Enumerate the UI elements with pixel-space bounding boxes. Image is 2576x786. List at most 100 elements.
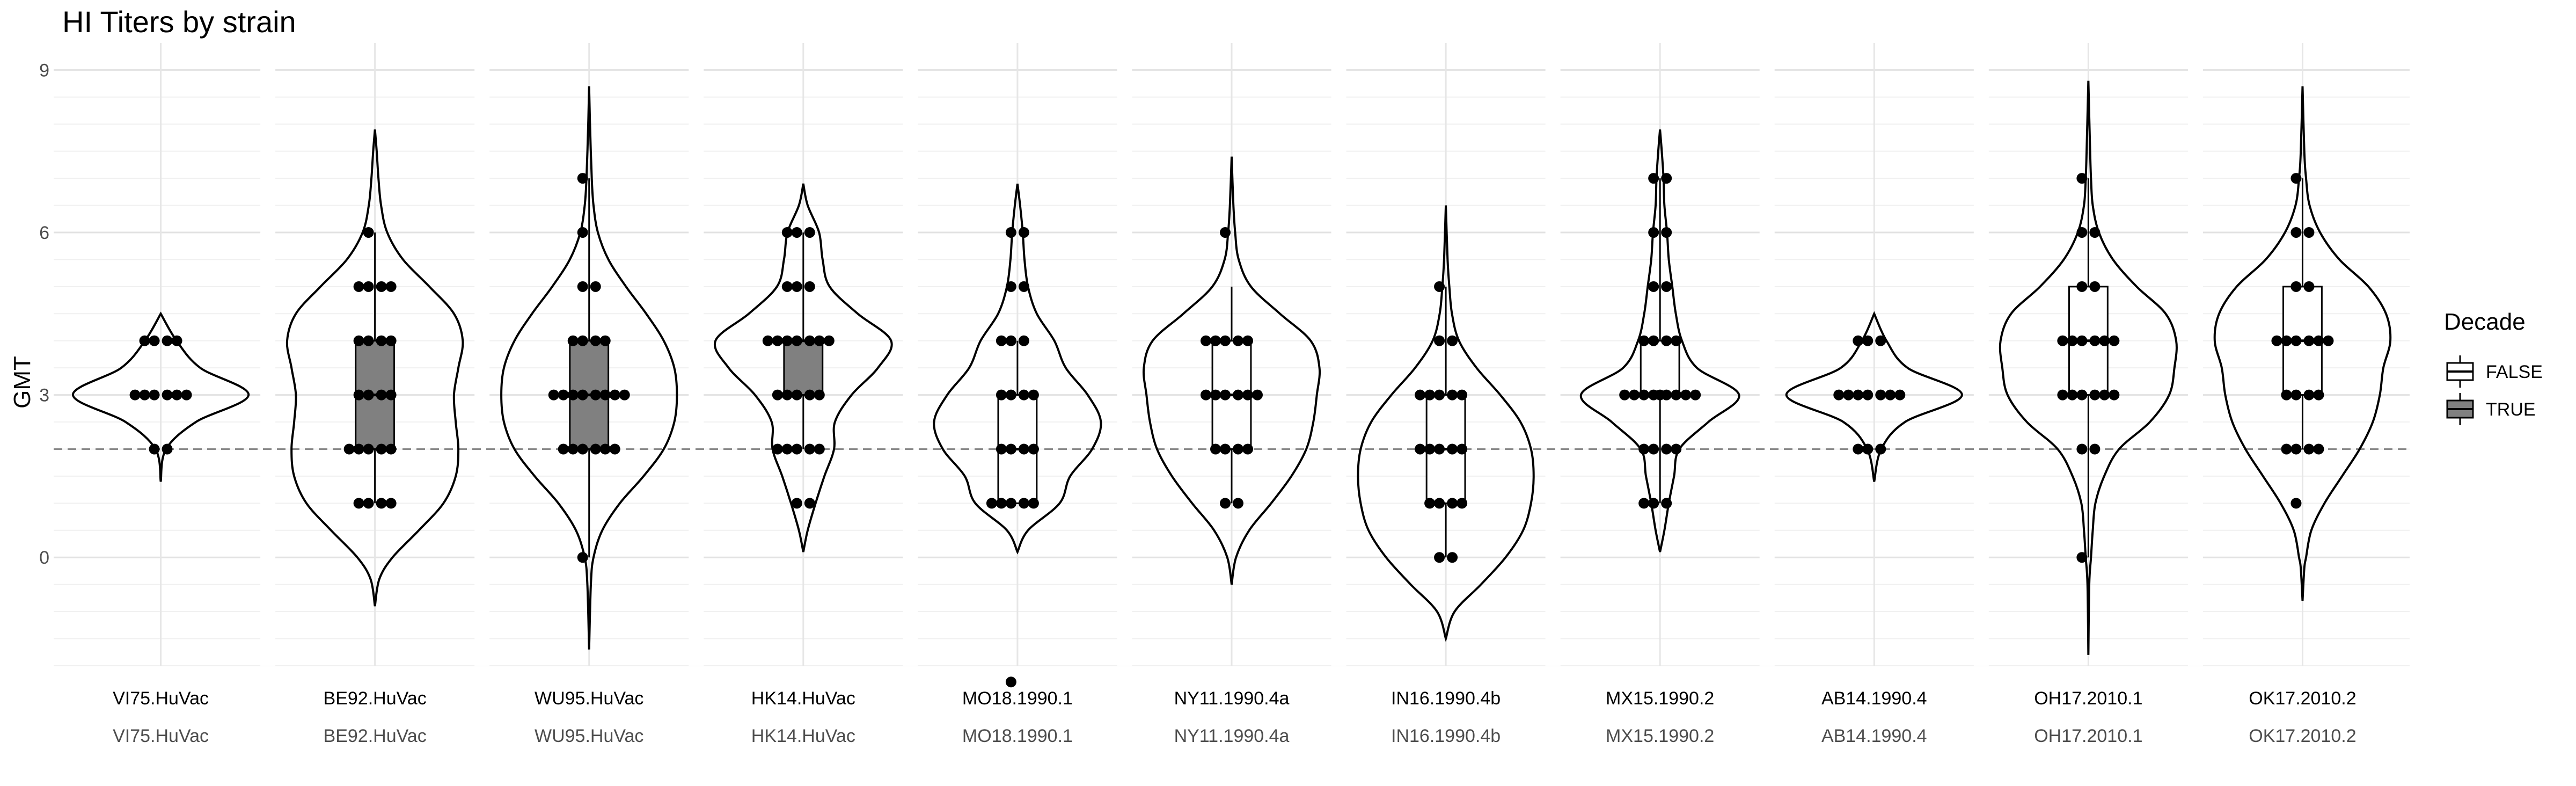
data-point [2303,389,2315,401]
x-tick-label-secondary: MO18.1990.1 [962,726,1073,746]
y-tick-label: 9 [39,60,49,81]
data-point [129,389,141,401]
data-point [1885,389,1896,401]
data-point [376,443,387,455]
data-point [1434,443,1445,455]
data-point [1843,389,1854,401]
data-point [149,389,160,401]
data-point [376,389,387,401]
data-point [2076,389,2088,401]
data-point [353,498,364,509]
data-point [2067,389,2078,401]
data-point [1457,389,1468,401]
data-point [2303,281,2315,292]
data-point [1671,389,1682,401]
data-point [1862,389,1874,401]
x-tick-label: VI75.HuVac [113,688,209,709]
data-point [363,498,374,509]
data-point [1648,173,1659,184]
data-point [1434,552,1445,563]
data-point [1201,389,1211,401]
violin-MX15.1990.2 [1579,129,1740,552]
data-point [2076,281,2088,292]
data-point [772,335,783,346]
x-tick-label-secondary: NY11.1990.4a [1174,726,1290,746]
panel-gap [474,43,490,666]
data-point [2281,443,2292,455]
data-point [781,389,793,401]
data-point [2281,335,2292,346]
x-tick-label: BE92.HuVac [324,688,427,709]
x-tick-label-secondary: WU95.HuVac [535,726,643,746]
panel-gap [903,43,918,666]
data-point [804,281,815,292]
data-point [1853,389,1864,401]
data-point [2076,552,2088,563]
data-point [2290,281,2302,292]
data-point [1201,335,1211,346]
data-point [577,281,588,292]
data-point [2290,498,2302,509]
data-point [363,227,374,238]
data-point [577,173,588,184]
y-axis: 0 3 6 9 [39,60,49,568]
data-point [1220,498,1231,509]
data-point [385,389,397,401]
data-point [162,443,173,455]
data-point [2099,389,2110,401]
data-point [1005,389,1016,401]
data-point [2313,335,2324,346]
data-point [376,498,387,509]
violin-HK14.HuVac [713,183,893,552]
data-point [1424,443,1436,455]
data-point [1018,281,1029,292]
panel-gap [1331,43,1346,666]
data-point [1875,443,1886,455]
data-point [804,227,815,238]
data-point [1638,443,1650,455]
legend-label: TRUE [2486,399,2536,420]
data-point [1661,498,1672,509]
data-point [171,335,182,346]
data-point [1434,389,1445,401]
data-point [2057,335,2068,346]
violin-WU95.HuVac [500,86,678,650]
data-point [162,335,173,346]
data-point [1853,443,1864,455]
legend-title: Decade [2444,309,2526,335]
x-tick-label-secondary: OH17.2010.1 [2034,726,2142,746]
panel-gap [1759,43,1775,666]
data-point [567,389,579,401]
data-point [1242,335,1253,346]
data-point [2076,227,2088,238]
data-point [1661,173,1672,184]
data-point [385,335,397,346]
x-tick-label: NY11.1990.4a [1174,688,1290,709]
x-axis: VI75.HuVac VI75.HuVac BE92.HuVac BE92.HuVac… [113,688,2357,746]
data-point [1028,389,1039,401]
data-point [385,281,397,292]
data-point [577,389,588,401]
data-point [762,335,773,346]
data-point [1655,389,1666,401]
x-tick-label-secondary: MX15.1990.2 [1606,726,1714,746]
violin-OK17.2010.2 [2213,86,2392,601]
data-point [2303,227,2315,238]
data-point [2281,389,2292,401]
x-tick-label-secondary: AB14.1990.4 [1821,726,1927,746]
y-axis-label: GMT [9,356,35,409]
data-point [1005,443,1016,455]
data-point [804,498,815,509]
data-point [791,443,802,455]
data-point [590,281,601,292]
violin-AB14.1990.4 [1785,311,1963,482]
violin-NY11.1990.4a [1142,156,1321,585]
data-point [1648,443,1659,455]
data-point [1210,389,1221,401]
box-MX15.1990.2 [1640,340,1680,396]
data-point [2290,443,2302,455]
data-point [1648,498,1659,509]
data-point [1875,389,1886,401]
data-point [791,389,802,401]
